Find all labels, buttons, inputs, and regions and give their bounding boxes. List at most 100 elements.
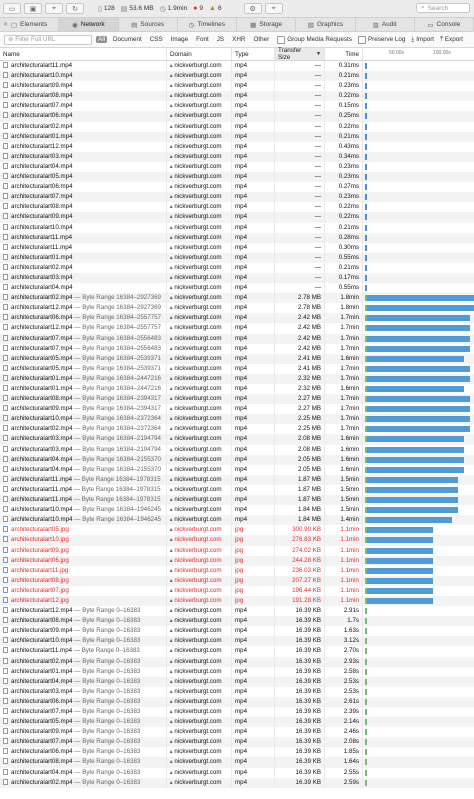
- table-row[interactable]: architecturalart06.mp4 🔒︎ nickverburgt.com…: [0, 111, 474, 122]
- table-row[interactable]: architecturalart05.mp4 — Byte Range 0–16…: [0, 717, 474, 728]
- column-waterfall[interactable]: 50.00s 100.00s: [363, 48, 474, 60]
- table-row[interactable]: architecturalart04.mp4 🔒︎ nickverburgt.com…: [0, 161, 474, 173]
- table-row[interactable]: architecturalart08.mp4 🔒︎ nickverburgt.com…: [0, 202, 474, 213]
- column-transfer-size[interactable]: Transfer Size ▼: [275, 47, 325, 61]
- filter-input[interactable]: ⊜ Filter Full URL: [4, 34, 92, 45]
- table-row[interactable]: architecturalart02.mp4 🔒︎ nickverburgt.com…: [0, 262, 474, 273]
- tab-elements[interactable]: ✕ ▢ Elements: [0, 18, 60, 31]
- table-row[interactable]: architecturalart11.mp4 — Byte Range 1638…: [0, 495, 474, 506]
- warning-count[interactable]: ▲ 6: [209, 5, 222, 12]
- table-row[interactable]: architecturalart08.mp4 — Byte Range 1638…: [0, 394, 474, 405]
- filter-type-font[interactable]: Font: [196, 36, 209, 43]
- table-row[interactable]: architecturalart11.jpg 🔒︎ nickverburgt.com…: [0, 565, 474, 576]
- table-row[interactable]: architecturalart10.mp4 — Byte Range 1638…: [0, 515, 474, 526]
- table-row[interactable]: architecturalart09.mp4 🔒︎ nickverburgt.com…: [0, 212, 474, 223]
- tab-timelines[interactable]: ◷ Timelines: [178, 18, 237, 31]
- column-time[interactable]: Time: [325, 48, 363, 60]
- table-row[interactable]: architecturalart10.mp4 🔒︎ nickverburgt.com…: [0, 222, 474, 233]
- tab-sources[interactable]: ▤ Sources: [119, 18, 178, 31]
- reload-icon[interactable]: ↻: [66, 3, 84, 14]
- table-row[interactable]: architecturalart06.mp4 — Byte Range 1638…: [0, 313, 474, 324]
- table-row[interactable]: architecturalart05.mp4 🔒︎ nickverburgt.com…: [0, 172, 474, 183]
- table-row[interactable]: architecturalart11.mp4 — Byte Range 1638…: [0, 484, 474, 496]
- column-domain[interactable]: Domain: [167, 48, 232, 60]
- table-row[interactable]: architecturalart11.mp4 🔒︎ nickverburgt.com…: [0, 242, 474, 253]
- inspect-icon[interactable]: ⌖: [45, 3, 63, 14]
- table-row[interactable]: architecturalart10.mp4 — Byte Range 1638…: [0, 505, 474, 516]
- column-name[interactable]: Name: [0, 48, 167, 60]
- table-row[interactable]: architecturalart06.mp4 🔒︎ nickverburgt.com…: [0, 182, 474, 193]
- table-row[interactable]: architecturalart02.mp4 — Byte Range 1638…: [0, 293, 474, 304]
- table-row[interactable]: architecturalart01.mp4 🔒︎ nickverburgt.com…: [0, 131, 474, 142]
- table-row[interactable]: architecturalart07.mp4 — Byte Range 0–16…: [0, 737, 474, 748]
- table-row[interactable]: architecturalart08.mp4 🔒︎ nickverburgt.com…: [0, 91, 474, 102]
- tab-graphics[interactable]: ▧ Graphics: [296, 18, 356, 31]
- table-row[interactable]: architecturalart08.mp4 — Byte Range 0–16…: [0, 616, 474, 627]
- table-row[interactable]: architecturalart09.mp4 — Byte Range 1638…: [0, 404, 474, 415]
- table-row[interactable]: architecturalart04.mp4 🔒︎ nickverburgt.com…: [0, 283, 474, 294]
- table-row[interactable]: architecturalart04.mp4 — Byte Range 0–16…: [0, 676, 474, 687]
- table-row[interactable]: architecturalart08.jpg 🔒︎ nickverburgt.com…: [0, 575, 474, 586]
- table-row[interactable]: architecturalart10.mp4 — Byte Range 1638…: [0, 414, 474, 425]
- table-row[interactable]: architecturalart06.mp4 — Byte Range 0–16…: [0, 747, 474, 758]
- table-row[interactable]: architecturalart03.mp4 — Byte Range 1638…: [0, 434, 474, 445]
- table-row[interactable]: architecturalart12.mp4 — Byte Range 1638…: [0, 323, 474, 334]
- table-row[interactable]: architecturalart07.mp4 — Byte Range 1638…: [0, 343, 474, 354]
- table-row[interactable]: architecturalart10.mp4 — Byte Range 0–16…: [0, 636, 474, 647]
- load-duration[interactable]: ◷ 1.9min: [159, 5, 188, 13]
- table-row[interactable]: architecturalart07.mp4 — Byte Range 1638…: [0, 333, 474, 344]
- table-row[interactable]: architecturalart09.mp4 🔒︎ nickverburgt.com…: [0, 81, 474, 92]
- table-row[interactable]: architecturalart06.mp4 — Byte Range 0–16…: [0, 696, 474, 707]
- close-icon[interactable]: ✕: [3, 22, 9, 28]
- resource-size[interactable]: ▤ 53.6 MB: [120, 5, 154, 13]
- table-row[interactable]: architecturalart03.mp4 🔒︎ nickverburgt.com…: [0, 272, 474, 284]
- table-row[interactable]: architecturalart02.mp4 — Byte Range 0–16…: [0, 656, 474, 667]
- table-row[interactable]: architecturalart03.mp4 🔒︎ nickverburgt.com…: [0, 151, 474, 162]
- table-row[interactable]: architecturalart08.mp4 — Byte Range 0–16…: [0, 757, 474, 768]
- dock-icon[interactable]: ▭: [3, 3, 21, 14]
- target-icon[interactable]: ⌖: [264, 3, 283, 14]
- table-row[interactable]: architecturalart06.jpg 🔒︎ nickverburgt.com…: [0, 555, 474, 566]
- table-row[interactable]: architecturalart04.mp4 — Byte Range 1638…: [0, 464, 474, 475]
- filter-type-document[interactable]: Document: [113, 36, 142, 43]
- tab-network[interactable]: ◉ Network: [59, 18, 119, 31]
- table-row[interactable]: architecturalart02.mp4 🔒︎ nickverburgt.com…: [0, 121, 474, 132]
- resource-count[interactable]: ▯ 128: [98, 5, 115, 13]
- table-row[interactable]: architecturalart01.mp4 — Byte Range 1638…: [0, 373, 474, 384]
- filter-type-js[interactable]: JS: [216, 36, 225, 43]
- table-row[interactable]: architecturalart12.jpg 🔒︎ nickverburgt.com…: [0, 595, 474, 607]
- group-media-checkbox[interactable]: Group Media Requests: [277, 35, 352, 44]
- table-row[interactable]: architecturalart10.mp4 🔒︎ nickverburgt.com…: [0, 71, 474, 82]
- table-row[interactable]: architecturalart07.jpg 🔒︎ nickverburgt.com…: [0, 585, 474, 596]
- table-row[interactable]: architecturalart11.mp4 🔒︎ nickverburgt.com…: [0, 232, 474, 243]
- table-row[interactable]: architecturalart03.mp4 — Byte Range 0–16…: [0, 686, 474, 697]
- settings-icon[interactable]: ⚙: [243, 3, 262, 14]
- table-row[interactable]: architecturalart09.jpg 🔒︎ nickverburgt.com…: [0, 545, 474, 556]
- filter-type-all[interactable]: All: [96, 36, 107, 43]
- table-row[interactable]: architecturalart12.mp4 🔒︎ nickverburgt.com…: [0, 141, 474, 152]
- undock-icon[interactable]: ▣: [24, 3, 42, 14]
- search-input[interactable]: ⌕ Search: [416, 3, 470, 13]
- table-row[interactable]: architecturalart04.mp4 — Byte Range 1638…: [0, 454, 474, 465]
- table-row[interactable]: architecturalart01.mp4 🔒︎ nickverburgt.com…: [0, 252, 474, 263]
- table-row[interactable]: architecturalart11.mp4 🔒︎ nickverburgt.com…: [0, 61, 474, 72]
- preserve-log-checkbox[interactable]: Preserve Log: [357, 35, 405, 44]
- table-row[interactable]: architecturalart01.mp4 — Byte Range 0–16…: [0, 666, 474, 677]
- column-type[interactable]: Type: [232, 48, 275, 60]
- tab-audit[interactable]: ▥ Audit: [356, 18, 415, 31]
- filter-type-css[interactable]: CSS: [149, 36, 163, 43]
- filter-type-xhr[interactable]: XHR: [232, 36, 246, 43]
- import-button[interactable]: ⤓ Import: [411, 35, 435, 44]
- table-row[interactable]: architecturalart10.jpg 🔒︎ nickverburgt.com…: [0, 535, 474, 546]
- table-row[interactable]: architecturalart01.mp4 — Byte Range 1638…: [0, 384, 474, 395]
- table-row[interactable]: architecturalart07.mp4 🔒︎ nickverburgt.com…: [0, 192, 474, 203]
- table-row[interactable]: architecturalart11.mp4 — Byte Range 0–16…: [0, 646, 474, 657]
- filter-type-other[interactable]: Other: [253, 36, 270, 43]
- table-row[interactable]: architecturalart07.mp4 🔒︎ nickverburgt.com…: [0, 101, 474, 112]
- table-row[interactable]: architecturalart05.mp4 — Byte Range 1638…: [0, 363, 474, 374]
- table-row[interactable]: architecturalart05.mp4 — Byte Range 1638…: [0, 353, 474, 364]
- table-row[interactable]: architecturalart02.mp4 — Byte Range 0–16…: [0, 777, 474, 788]
- table-row[interactable]: architecturalart09.mp4 — Byte Range 0–16…: [0, 626, 474, 637]
- table-row[interactable]: architecturalart11.mp4 — Byte Range 1638…: [0, 474, 474, 485]
- table-row[interactable]: architecturalart03.mp4 — Byte Range 1638…: [0, 444, 474, 455]
